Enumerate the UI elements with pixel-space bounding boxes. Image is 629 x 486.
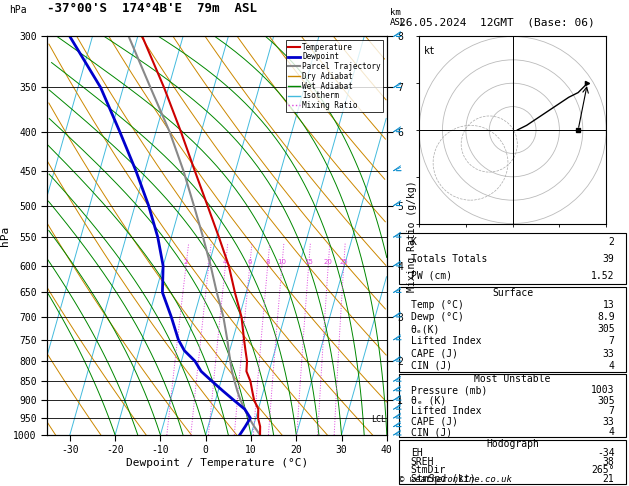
Text: 305: 305	[597, 324, 615, 334]
Text: EH: EH	[411, 448, 423, 458]
Text: 13: 13	[603, 300, 615, 310]
Y-axis label: hPa: hPa	[1, 226, 11, 246]
Text: PW (cm): PW (cm)	[411, 271, 452, 281]
Text: 4: 4	[609, 427, 615, 437]
Text: CAPE (J): CAPE (J)	[411, 348, 458, 359]
Text: θₑ (K): θₑ (K)	[411, 396, 446, 405]
Text: kt: kt	[424, 46, 435, 56]
Text: CIN (J): CIN (J)	[411, 361, 452, 371]
Text: 265°: 265°	[591, 466, 615, 475]
Text: 305: 305	[597, 396, 615, 405]
Text: hPa: hPa	[9, 4, 27, 15]
Text: Lifted Index: Lifted Index	[411, 406, 481, 416]
Legend: Temperature, Dewpoint, Parcel Trajectory, Dry Adiabat, Wet Adiabat, Isotherm, Mi: Temperature, Dewpoint, Parcel Trajectory…	[286, 40, 383, 112]
Text: 15: 15	[304, 259, 313, 265]
Text: © weatheronline.co.uk: © weatheronline.co.uk	[399, 474, 512, 484]
Text: 20: 20	[324, 259, 333, 265]
Text: Totals Totals: Totals Totals	[411, 254, 487, 264]
Text: 8.9: 8.9	[597, 312, 615, 322]
Text: 39: 39	[603, 254, 615, 264]
Text: SREH: SREH	[411, 457, 434, 467]
Text: StmSpd (kt): StmSpd (kt)	[411, 474, 476, 484]
Text: StmDir: StmDir	[411, 466, 446, 475]
Text: 1003: 1003	[591, 385, 615, 395]
Text: 7: 7	[609, 336, 615, 347]
Text: -34: -34	[597, 448, 615, 458]
Text: 33: 33	[603, 417, 615, 427]
Text: 25: 25	[339, 259, 348, 265]
Text: 4: 4	[609, 361, 615, 371]
Text: 7: 7	[609, 406, 615, 416]
Text: 21: 21	[603, 474, 615, 484]
Text: 2: 2	[609, 237, 615, 247]
Text: Most Unstable: Most Unstable	[474, 375, 551, 384]
Text: θₑ(K): θₑ(K)	[411, 324, 440, 334]
Text: CIN (J): CIN (J)	[411, 427, 452, 437]
Text: Surface: Surface	[492, 288, 533, 298]
Text: 6: 6	[247, 259, 252, 265]
Text: Hodograph: Hodograph	[486, 439, 539, 449]
Text: 4: 4	[223, 259, 228, 265]
Text: -37°00'S  174°4B'E  79m  ASL: -37°00'S 174°4B'E 79m ASL	[47, 1, 257, 15]
Text: Temp (°C): Temp (°C)	[411, 300, 464, 310]
X-axis label: Dewpoint / Temperature (°C): Dewpoint / Temperature (°C)	[126, 458, 308, 468]
Text: 26.05.2024  12GMT  (Base: 06): 26.05.2024 12GMT (Base: 06)	[399, 17, 595, 27]
Text: 8: 8	[265, 259, 270, 265]
Text: CAPE (J): CAPE (J)	[411, 417, 458, 427]
Text: 1.52: 1.52	[591, 271, 615, 281]
Text: 2: 2	[184, 259, 188, 265]
Text: 3: 3	[206, 259, 211, 265]
Y-axis label: Mixing Ratio (g/kg): Mixing Ratio (g/kg)	[408, 180, 417, 292]
Text: K: K	[411, 237, 416, 247]
Text: Dewp (°C): Dewp (°C)	[411, 312, 464, 322]
Text: 38: 38	[603, 457, 615, 467]
Text: km
ASL: km ASL	[390, 8, 406, 27]
Text: Pressure (mb): Pressure (mb)	[411, 385, 487, 395]
Text: Lifted Index: Lifted Index	[411, 336, 481, 347]
Text: 33: 33	[603, 348, 615, 359]
Text: LCL: LCL	[371, 415, 386, 424]
Text: 10: 10	[277, 259, 286, 265]
